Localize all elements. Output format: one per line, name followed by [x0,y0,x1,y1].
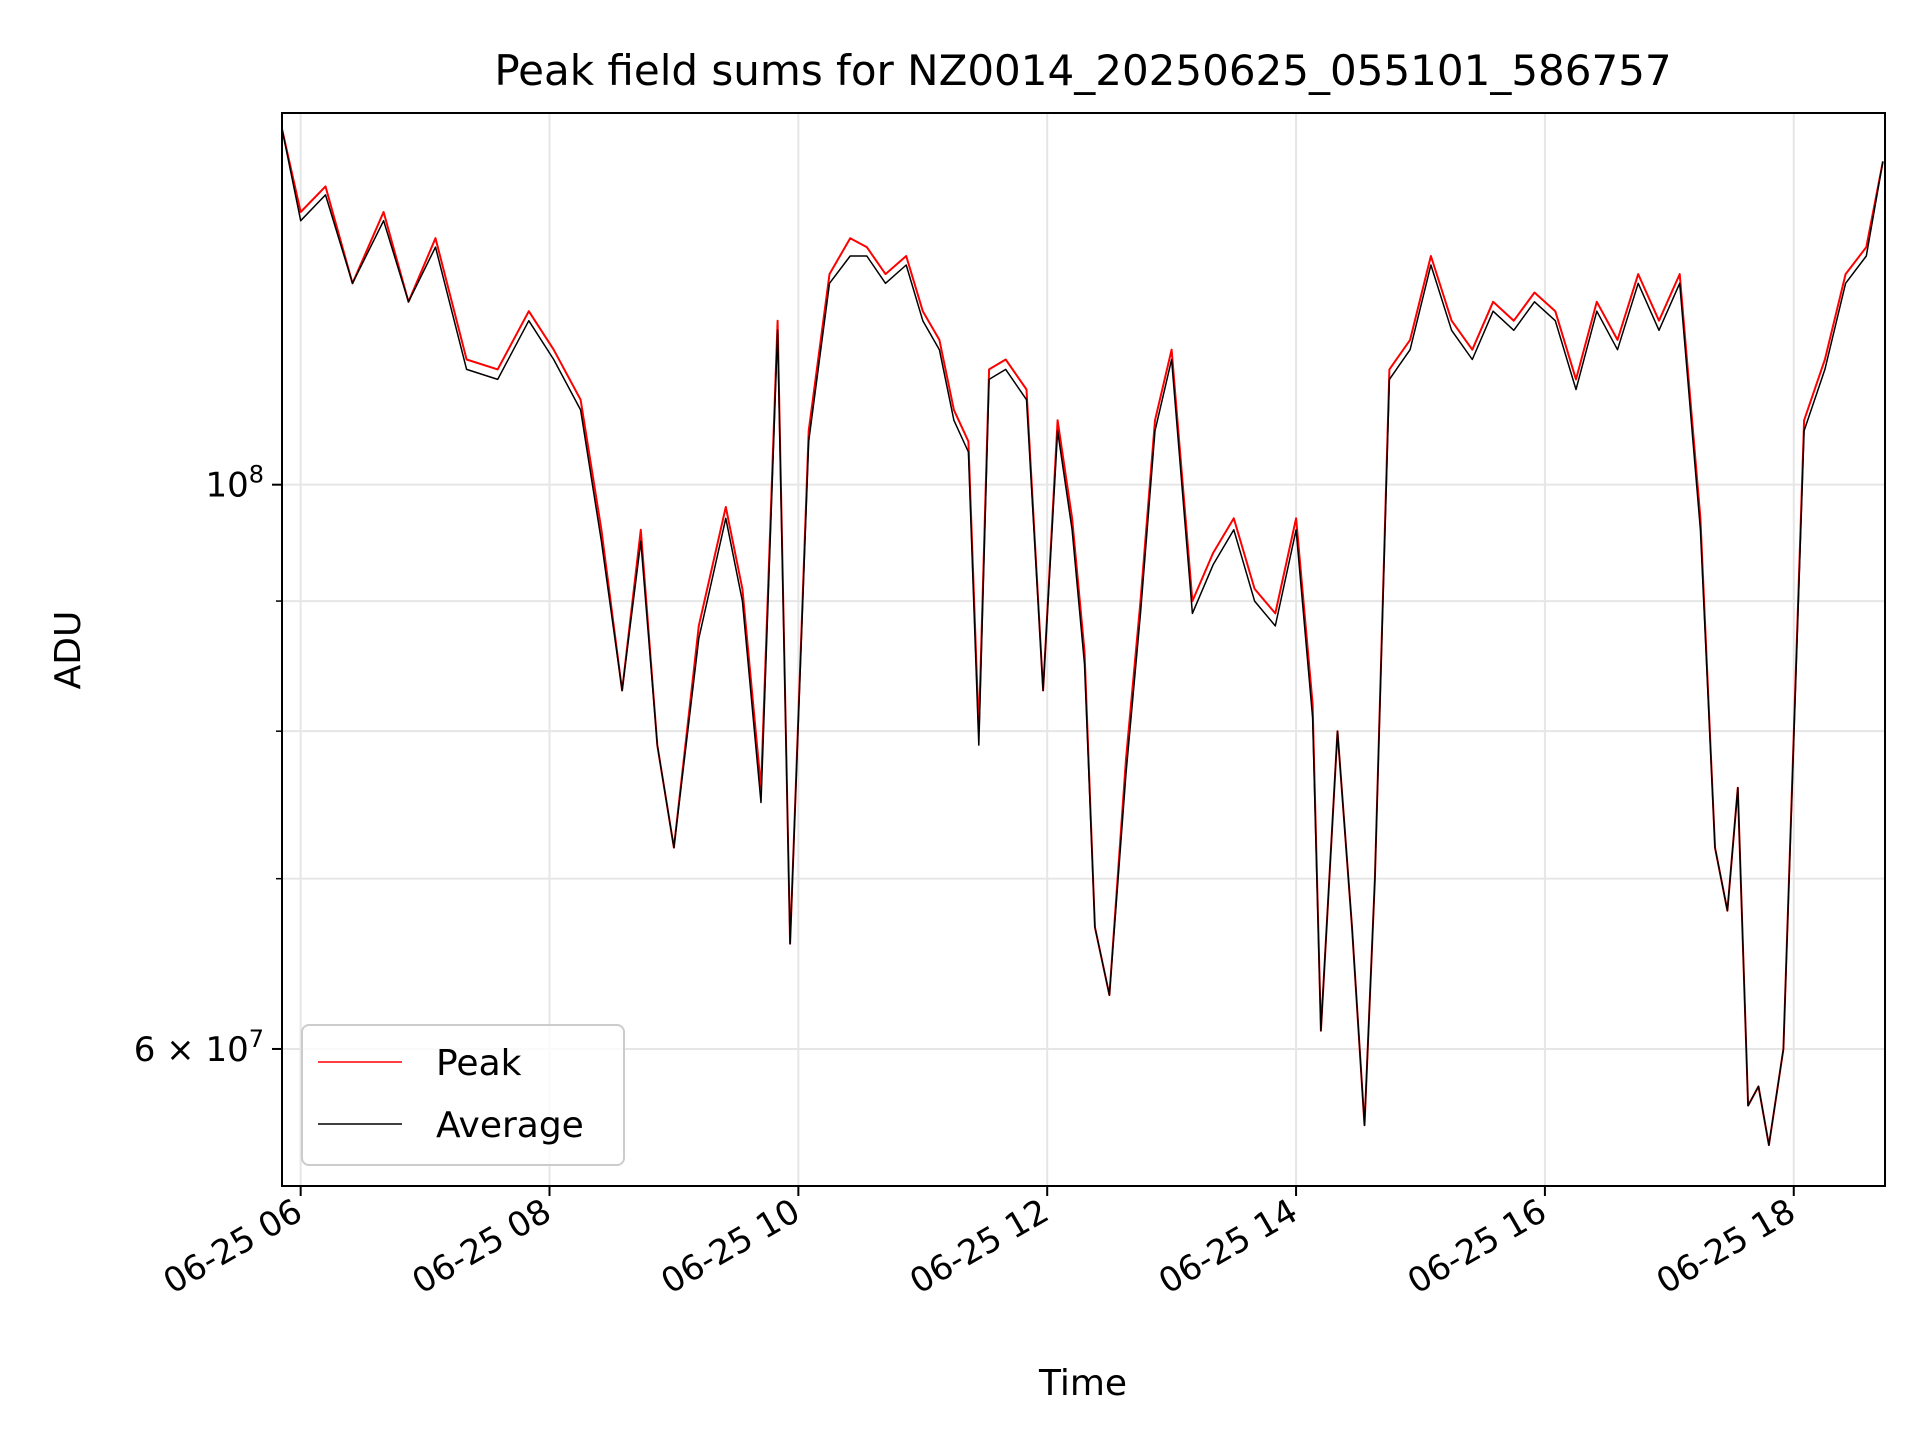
legend-label-peak: Peak [436,1043,522,1084]
chart-title: Peak field sums for NZ0014_20250625_0551… [494,46,1671,95]
legend-box [301,1024,625,1166]
y-tick-label-base: 10 [205,466,248,506]
x-axis-label: Time [1038,1363,1127,1404]
y-tick-label-exponent: 7 [249,1025,264,1053]
y-tick-label: 6 × 107 [134,1025,264,1070]
y-tick-label: 108 [205,461,264,506]
series-line-average [282,128,1884,1146]
y-axis-label: ADU [48,611,89,690]
plot-frame [281,112,1886,1187]
y-tick-label-exponent: 8 [249,461,264,489]
legend-label-average: Average [436,1105,584,1146]
series-lines [282,128,1884,1147]
legend: Peak Average [301,1024,625,1166]
y-tick-label-base: 6 × 10 [134,1030,249,1070]
